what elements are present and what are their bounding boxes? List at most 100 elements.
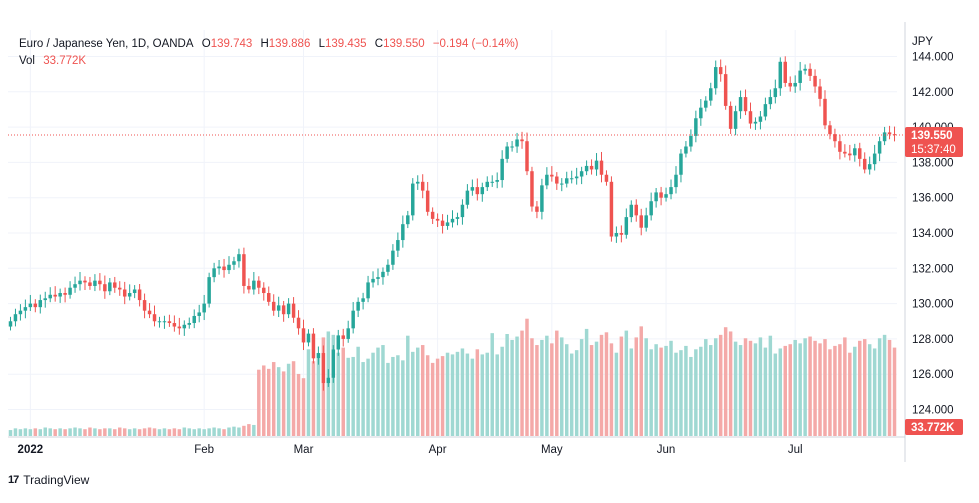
- volume-bar: [371, 352, 375, 436]
- volume-bar: [763, 347, 768, 436]
- volume-bar: [614, 352, 619, 436]
- candle-body: [793, 82, 797, 87]
- volume-bar: [8, 430, 13, 436]
- volume-bar: [783, 345, 787, 436]
- candle-body: [867, 164, 872, 170]
- candle-body: [376, 277, 380, 279]
- candle-body: [743, 97, 748, 112]
- volume-bar: [227, 427, 231, 436]
- volume-label[interactable]: Vol: [19, 55, 35, 67]
- volume-bar: [624, 330, 629, 436]
- volume-bar: [316, 358, 321, 436]
- volume-bar: [773, 353, 778, 436]
- candle-body: [475, 187, 480, 195]
- volume-bar: [425, 355, 430, 436]
- candle-body: [78, 280, 82, 285]
- volume-bar: [862, 339, 867, 436]
- candle-body: [450, 218, 455, 223]
- volume-bar: [38, 429, 43, 436]
- volume-bar: [331, 334, 336, 436]
- volume-bar: [177, 429, 182, 436]
- volume-bar: [366, 358, 370, 436]
- volume-bar: [892, 347, 897, 436]
- high-value: 139.886: [268, 38, 311, 50]
- volume-bar: [584, 328, 589, 436]
- volume-bar: [798, 343, 802, 436]
- candle-body: [227, 264, 231, 271]
- legend: Euro / Japanese Yen, 1D, OANDA O139.743 …: [19, 36, 519, 70]
- candle-body: [604, 174, 609, 182]
- candle-body: [619, 233, 624, 235]
- volume-bar: [28, 429, 33, 436]
- candle-body: [187, 323, 192, 325]
- candle-body: [415, 181, 420, 184]
- candle-body: [88, 282, 92, 286]
- candle-body: [93, 280, 97, 286]
- low-label: L: [318, 38, 325, 50]
- y-tick-label: 124.000: [912, 405, 954, 417]
- candle-body: [286, 303, 291, 315]
- volume-bar: [132, 428, 137, 436]
- volume-bar: [252, 424, 256, 436]
- volume-bar: [505, 334, 509, 436]
- last-price-line: 139.550 15:37:40 33.772K: [8, 127, 963, 435]
- candle-body: [127, 293, 132, 297]
- volume-bar: [604, 332, 609, 436]
- volume-bar: [411, 351, 415, 436]
- candle-body: [113, 282, 117, 288]
- volume-bar: [470, 358, 475, 436]
- volume-bar: [18, 429, 23, 436]
- candle-body: [495, 180, 499, 182]
- candle-body: [674, 174, 678, 188]
- candle-body: [147, 310, 152, 315]
- volume-bar: [818, 343, 822, 436]
- volume-bar: [262, 365, 266, 436]
- candle-body: [550, 174, 554, 177]
- volume-bar: [68, 428, 72, 436]
- volume-bar: [495, 354, 499, 436]
- candle-body: [505, 146, 509, 159]
- volume-bar: [192, 429, 196, 436]
- candle-body: [311, 333, 316, 359]
- volume-bar: [525, 318, 529, 436]
- volume-bar: [435, 358, 440, 436]
- candle-body: [848, 153, 852, 156]
- tradingview-footer[interactable]: 17 TradingView: [8, 471, 89, 489]
- volume-bar: [167, 429, 172, 436]
- candle-body: [33, 303, 38, 308]
- volume-bar: [73, 427, 77, 436]
- x-tick-label: Feb: [194, 444, 214, 456]
- volume-bar: [118, 427, 122, 436]
- x-tick-label: 2022: [18, 444, 44, 456]
- volume-bar: [793, 339, 797, 436]
- candle-body: [818, 86, 822, 99]
- candle-body: [306, 333, 311, 343]
- volume-bar: [336, 352, 341, 436]
- volume-bar: [535, 345, 539, 436]
- volume-bar: [247, 424, 251, 436]
- candle-body: [783, 61, 787, 83]
- volume-bar: [113, 429, 117, 436]
- candle-body: [351, 310, 355, 329]
- candle-body: [560, 183, 564, 185]
- volume-bar: [694, 349, 698, 436]
- open-value: 139.743: [210, 38, 253, 50]
- volume-bar: [768, 335, 773, 436]
- volume-bar: [450, 354, 455, 436]
- volume-bar: [723, 327, 728, 436]
- candle-body: [386, 264, 390, 272]
- volume-bar: [142, 428, 147, 436]
- tradingview-logo-icon: 17: [8, 474, 19, 486]
- volume-bar: [455, 351, 460, 436]
- volume-bar: [415, 347, 420, 436]
- candle-body: [713, 67, 718, 89]
- y-tick-label: 144.000: [912, 51, 954, 63]
- candle-body: [455, 217, 460, 219]
- candle-body: [574, 176, 579, 179]
- candle-body: [232, 261, 236, 265]
- candle-body: [535, 206, 539, 212]
- x-tick-label: Apr: [429, 444, 447, 456]
- symbol-title[interactable]: Euro / Japanese Yen, 1D, OANDA: [19, 38, 194, 50]
